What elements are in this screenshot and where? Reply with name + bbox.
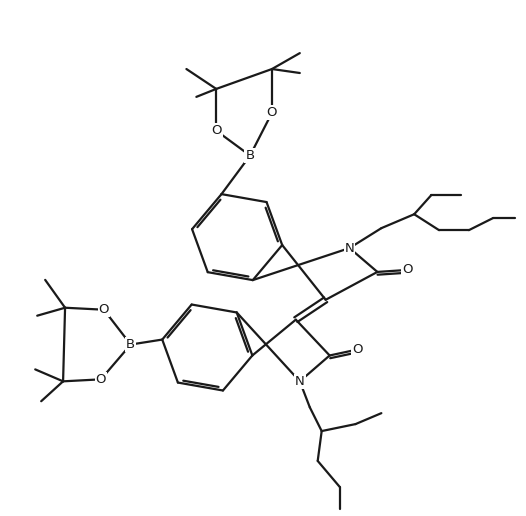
Text: B: B bbox=[126, 338, 135, 351]
Text: N: N bbox=[295, 375, 305, 388]
Text: O: O bbox=[267, 106, 277, 119]
Text: O: O bbox=[352, 343, 363, 356]
Text: O: O bbox=[402, 264, 412, 277]
Text: N: N bbox=[345, 241, 355, 254]
Text: B: B bbox=[246, 149, 255, 162]
Text: O: O bbox=[98, 303, 109, 316]
Text: O: O bbox=[211, 124, 221, 137]
Text: O: O bbox=[96, 373, 106, 386]
